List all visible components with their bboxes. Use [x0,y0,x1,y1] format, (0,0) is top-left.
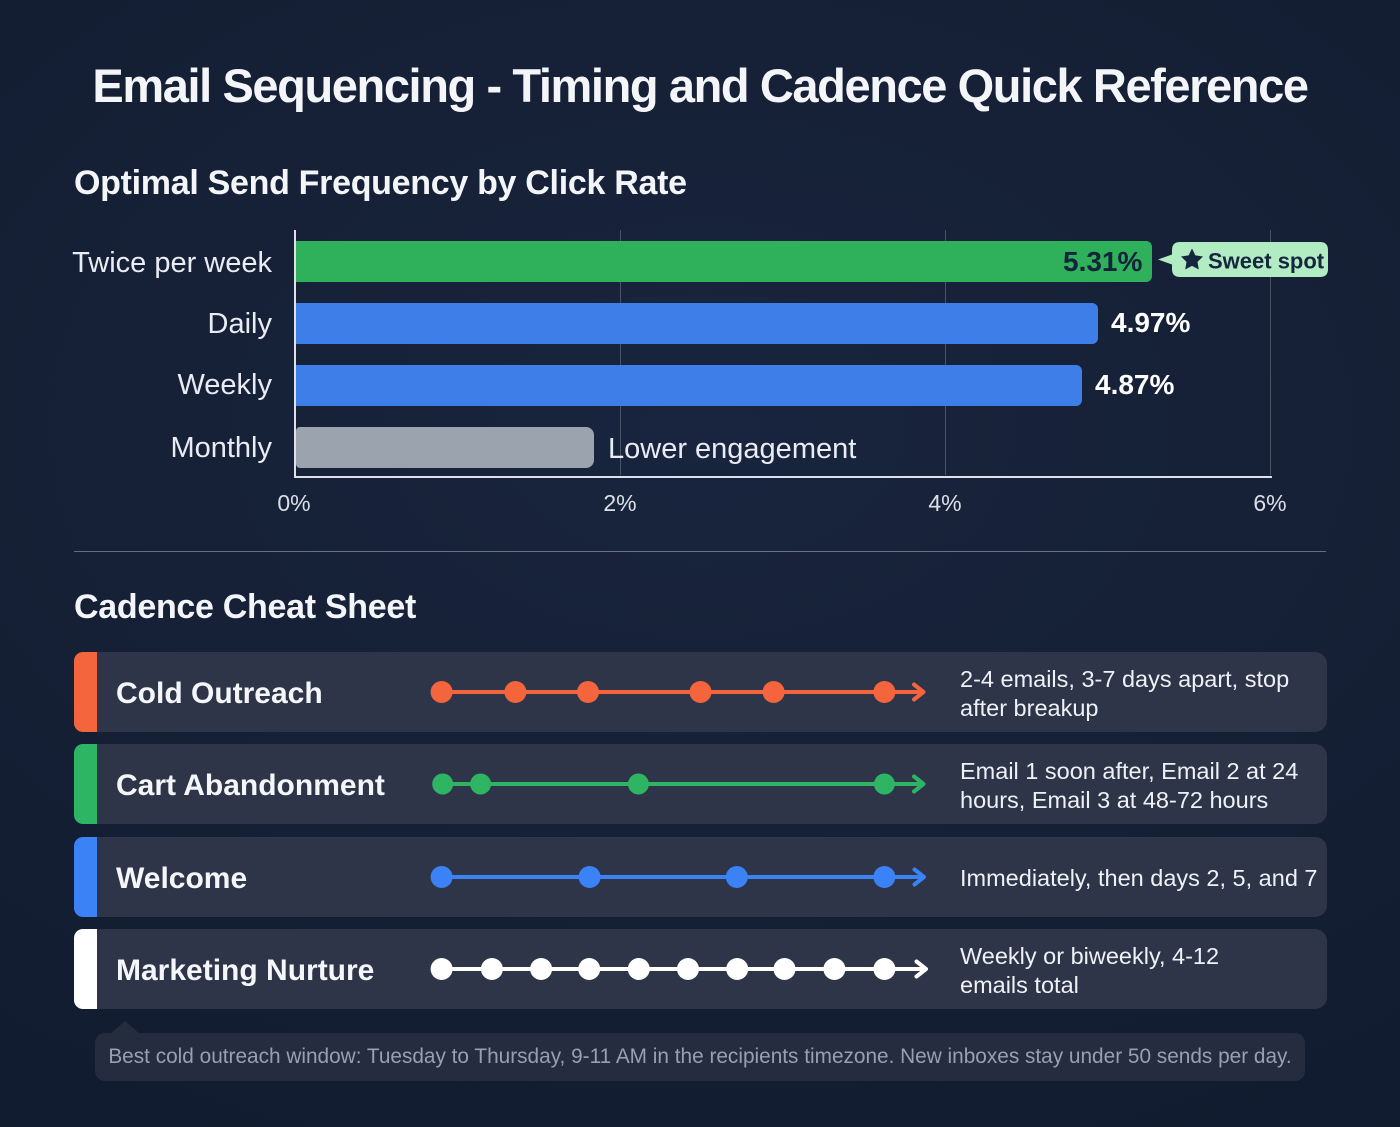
svg-text:Sweet spot: Sweet spot [1208,249,1325,274]
